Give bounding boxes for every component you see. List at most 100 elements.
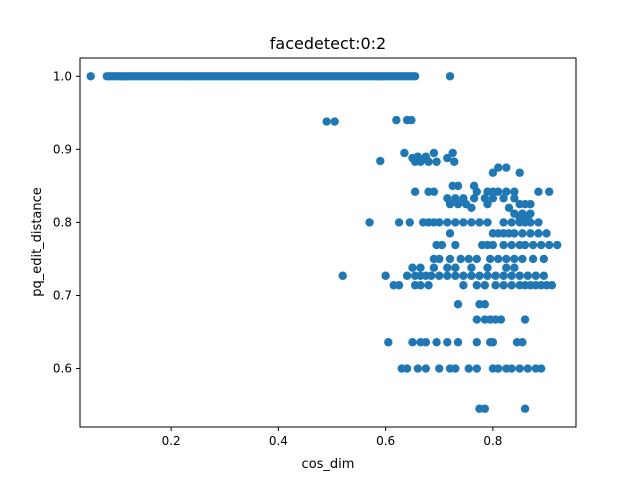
data-point (416, 157, 425, 166)
data-point (510, 187, 519, 196)
data-point (413, 364, 423, 373)
data-point (494, 163, 503, 172)
x-tick-label: 0.4 (269, 434, 288, 448)
data-point (499, 218, 508, 227)
data-point (502, 163, 511, 172)
data-point (499, 240, 508, 250)
data-point (451, 218, 460, 227)
data-point (483, 199, 492, 209)
data-point (518, 254, 527, 264)
data-point (542, 229, 551, 238)
data-point (488, 168, 498, 177)
data-point (443, 271, 452, 280)
data-point (445, 254, 455, 264)
y-tick-label: 0.8 (53, 215, 72, 229)
data-point (536, 364, 546, 373)
data-point (443, 153, 452, 163)
data-point (518, 338, 527, 347)
data-point (507, 271, 516, 280)
data-point (534, 187, 543, 196)
data-point (432, 338, 441, 347)
data-point (502, 187, 511, 196)
data-point (526, 229, 535, 238)
data-point (494, 254, 503, 264)
data-point (459, 271, 468, 280)
x-tick-label: 0.2 (162, 434, 181, 448)
data-point (416, 263, 425, 272)
x-axis-ticks: 0.2 0.4 0.6 0.8 (162, 427, 502, 448)
data-point (448, 148, 457, 158)
y-axis-ticks: 0.6 0.7 0.8 0.9 1.0 (53, 69, 80, 376)
data-point (507, 281, 516, 290)
data-point (467, 203, 476, 212)
data-point (429, 187, 439, 196)
data-point (405, 218, 414, 227)
data-point (518, 229, 527, 238)
data-point (421, 338, 431, 347)
data-point (424, 157, 433, 166)
x-axis-label: cos_dim (302, 457, 355, 472)
data-point (394, 218, 404, 227)
data-point (491, 271, 500, 280)
data-point (475, 218, 484, 227)
data-point (421, 364, 431, 373)
data-point (453, 338, 463, 347)
data-point (402, 271, 412, 280)
data-point (86, 72, 95, 81)
data-point (451, 263, 460, 272)
data-point (520, 404, 530, 413)
data-point (494, 364, 503, 373)
data-point (515, 364, 524, 373)
data-point (472, 338, 481, 347)
data-point (400, 148, 409, 158)
data-point (443, 338, 452, 347)
data-point (544, 187, 554, 196)
data-point (510, 194, 519, 203)
data-point (488, 240, 498, 250)
data-point (467, 218, 476, 227)
data-point (523, 364, 532, 373)
data-point (494, 187, 503, 196)
data-point (443, 218, 452, 227)
data-point (451, 364, 460, 373)
data-point (402, 364, 412, 373)
data-point (416, 281, 425, 290)
data-point (322, 117, 331, 126)
data-point (539, 254, 549, 264)
data-point (435, 218, 444, 227)
data-point (435, 364, 444, 373)
x-tick-label: 0.6 (376, 434, 395, 448)
data-point (528, 240, 538, 250)
data-point (376, 156, 385, 166)
data-point (450, 157, 459, 166)
x-tick-label: 0.8 (483, 434, 502, 448)
data-point (381, 271, 390, 280)
data-point (408, 263, 417, 272)
data-point (531, 271, 540, 280)
data-point (523, 271, 532, 280)
data-point (445, 199, 455, 209)
data-point (410, 72, 420, 81)
chart-title: facedetect:0:2 (270, 34, 386, 53)
data-points (86, 72, 562, 413)
data-point (526, 218, 535, 227)
data-point (453, 300, 463, 309)
data-point (475, 271, 484, 280)
data-point (472, 364, 481, 373)
data-point (507, 240, 516, 250)
data-point (520, 315, 530, 324)
data-point (480, 404, 490, 413)
data-point (407, 115, 416, 125)
data-point (526, 199, 535, 209)
data-point (429, 263, 439, 272)
data-point (534, 229, 543, 238)
data-point (483, 271, 492, 280)
data-point (528, 254, 538, 264)
data-point (435, 254, 444, 264)
data-point (453, 199, 463, 209)
data-point (499, 281, 508, 290)
data-point (480, 300, 490, 309)
data-point (445, 72, 455, 81)
